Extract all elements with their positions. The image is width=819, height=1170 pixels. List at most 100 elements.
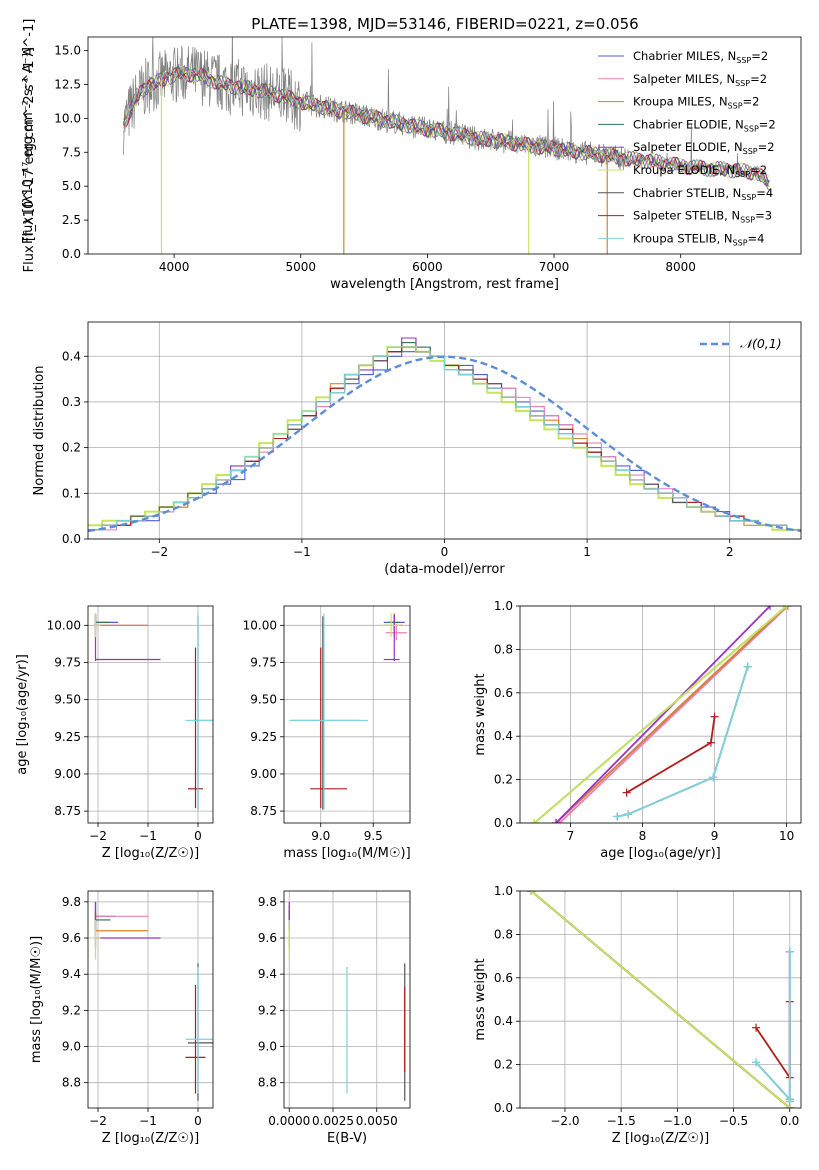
residuals-plot-area bbox=[88, 337, 801, 533]
x-tick-label: −2 bbox=[89, 829, 107, 843]
x-tick-label: 4000 bbox=[159, 260, 190, 274]
x-tick-label: 6000 bbox=[412, 260, 443, 274]
y-tick-label: 0.2 bbox=[494, 1058, 513, 1072]
y-axis-label: mass weight bbox=[473, 958, 488, 1040]
x-axis-label: (data-model)/error bbox=[384, 562, 505, 577]
x-tick-label: 10 bbox=[779, 829, 794, 843]
weight-line-salpeter_miles bbox=[559, 606, 789, 823]
y-tick-label: 9.50 bbox=[54, 693, 81, 707]
y-tick-label: 9.00 bbox=[54, 767, 81, 781]
x-tick-label: 9.0 bbox=[311, 829, 330, 843]
x-tick-label: 0.0025 bbox=[312, 1114, 354, 1128]
y-tick-label: 0.6 bbox=[494, 971, 513, 985]
legend-label-salpeter_elodie: Salpeter ELODIE, NSSP=2 bbox=[633, 140, 775, 156]
x-tick-label: 2 bbox=[726, 545, 734, 559]
x-tick-label: −1 bbox=[293, 545, 311, 559]
y-tick-label: 9.6 bbox=[258, 931, 277, 945]
y-tick-label: 9.00 bbox=[250, 767, 277, 781]
y-tick-label: 0.0 bbox=[494, 816, 513, 830]
weight_vs_age-frame bbox=[519, 605, 802, 824]
x-tick-label: 5000 bbox=[285, 260, 316, 274]
x-axis-label: age [log₁₀(age/yr)] bbox=[600, 846, 721, 861]
x-tick-label: −1 bbox=[139, 829, 157, 843]
y-tick-label: 2.5 bbox=[62, 213, 81, 227]
x-tick-label: 0.0000 bbox=[268, 1114, 310, 1128]
x-tick-label: 9.5 bbox=[364, 829, 383, 843]
y-tick-label: 0.2 bbox=[494, 773, 513, 787]
y-tick-label: 0.4 bbox=[494, 1014, 513, 1028]
x-tick-label: −1.5 bbox=[607, 1114, 636, 1128]
legend-label-kroupa_stelib: Kroupa STELIB, NSSP=4 bbox=[633, 231, 764, 247]
y-tick-label: 9.75 bbox=[250, 655, 277, 669]
y-tick-label: 12.5 bbox=[54, 77, 81, 91]
model-kroupa_stelib bbox=[123, 66, 770, 185]
y-axis-label: Flux [fλ10⁻¹⁷ erg cm⁻² s⁻¹ A⁻¹] bbox=[21, 47, 36, 244]
y-tick-label: 10.0 bbox=[54, 111, 81, 125]
y-tick-label: 0.4 bbox=[62, 349, 81, 363]
y-axis-label: Normed distribution bbox=[32, 366, 47, 496]
normal-curve bbox=[88, 355, 801, 533]
age_vs_Z-plot-area bbox=[94, 613, 213, 810]
weight-line-chabrier_stelib bbox=[755, 951, 791, 1102]
x-tick-label: 8 bbox=[639, 829, 647, 843]
legend-label-kroupa_miles: Kroupa MILES, NSSP=2 bbox=[633, 95, 759, 111]
y-tick-label: 9.8 bbox=[62, 895, 81, 909]
spectrum-frame bbox=[87, 36, 802, 255]
x-tick-label: −2 bbox=[89, 1114, 107, 1128]
mass_vs_Z-axes: −2 −1 0 8.8 9.0 9.2 9.4 9.6 9.8 Z [log₁₀(Z/Z☉)] ma… bbox=[29, 891, 213, 1146]
y-tick-label: 8.8 bbox=[62, 1076, 81, 1090]
weight-line-salpeter_stelib bbox=[626, 716, 716, 794]
age_vs_mass-plot-area bbox=[289, 613, 407, 810]
legend-label-chabrier_miles: Chabrier MILES, NSSP=2 bbox=[633, 49, 768, 65]
y-axis-label: mass weight bbox=[473, 673, 488, 755]
model-salpeter_elodie bbox=[123, 65, 770, 187]
weight-line-salpeter_elodie bbox=[555, 606, 771, 823]
x-axis-label: wavelength [Angstrom, rest frame] bbox=[330, 277, 559, 292]
spectrum-axes: 4000 5000 6000 7000 8000 0.0 2.5 5.0 7.5 10.0 12.5… bbox=[22, 19, 696, 292]
y-tick-label: 1.0 bbox=[494, 884, 513, 898]
x-tick-label: 0 bbox=[194, 829, 202, 843]
y-tick-label: 0.1 bbox=[62, 486, 81, 500]
x-tick-label: 7000 bbox=[539, 260, 570, 274]
mass_vs_Z-frame bbox=[87, 890, 214, 1109]
x-axis-label: E(B-V) bbox=[327, 1131, 367, 1146]
y-tick-label: 5.0 bbox=[62, 179, 81, 193]
spectrum-legend: Chabrier MILES, NSSP=2 Salpeter MILES, NS… bbox=[598, 49, 776, 247]
age_vs_mass-frame bbox=[283, 605, 411, 824]
y-tick-label: 9.4 bbox=[62, 967, 81, 981]
legend-label-kroupa_elodie: Kroupa ELODIE, NSSP=2 bbox=[633, 163, 767, 179]
y-tick-label: 9.4 bbox=[258, 967, 277, 981]
x-tick-label: 0 bbox=[194, 1114, 202, 1128]
weight-line-kroupa_stelib bbox=[755, 951, 791, 1102]
weight-line-kroupa_elodie bbox=[533, 606, 788, 823]
y-tick-label: 9.6 bbox=[62, 931, 81, 945]
weight_vs_age-plot-area bbox=[530, 606, 793, 823]
y-axis-label: age [log₁₀(age/yr)] bbox=[15, 654, 30, 775]
x-tick-label: 7 bbox=[567, 829, 575, 843]
y-tick-label: 0.8 bbox=[494, 642, 513, 656]
y-tick-label: 0.8 bbox=[494, 927, 513, 941]
legend-label-chabrier_elodie: Chabrier ELODIE, NSSP=2 bbox=[633, 117, 776, 133]
y-tick-label: 9.25 bbox=[250, 730, 277, 744]
y-tick-label: 8.75 bbox=[54, 804, 81, 818]
y-tick-label: 10.00 bbox=[47, 618, 81, 632]
weight-line-kroupa_elodie bbox=[530, 891, 791, 1108]
y-axis-label: Flux [f_λ10^-17 erg cm^-2 s^-1 A^-1] bbox=[22, 19, 37, 273]
weight-line-kroupa_miles bbox=[555, 606, 788, 823]
y-tick-label: 8.75 bbox=[250, 804, 277, 818]
x-tick-label: −2 bbox=[150, 545, 168, 559]
legend-label-salpeter_miles: Salpeter MILES, NSSP=2 bbox=[633, 72, 767, 88]
x-tick-label: −1 bbox=[139, 1114, 157, 1128]
y-tick-label: 9.2 bbox=[62, 1003, 81, 1017]
y-tick-label: 8.8 bbox=[258, 1076, 277, 1090]
y-tick-label: 9.0 bbox=[258, 1040, 277, 1054]
legend-label-chabrier_stelib: Chabrier STELIB, NSSP=4 bbox=[633, 186, 773, 202]
y-tick-label: 0.0 bbox=[62, 532, 81, 546]
y-tick-label: 0.3 bbox=[62, 395, 81, 409]
x-tick-label: −1.0 bbox=[663, 1114, 692, 1128]
spectrum-title: PLATE=1398, MJD=53146, FIBERID=0221, z=0… bbox=[251, 15, 638, 33]
y-tick-label: 15.0 bbox=[54, 44, 81, 58]
x-tick-label: 0.0 bbox=[780, 1114, 799, 1128]
x-tick-label: 1 bbox=[583, 545, 591, 559]
x-axis-label: mass [log₁₀(M/M☉)] bbox=[283, 846, 410, 861]
